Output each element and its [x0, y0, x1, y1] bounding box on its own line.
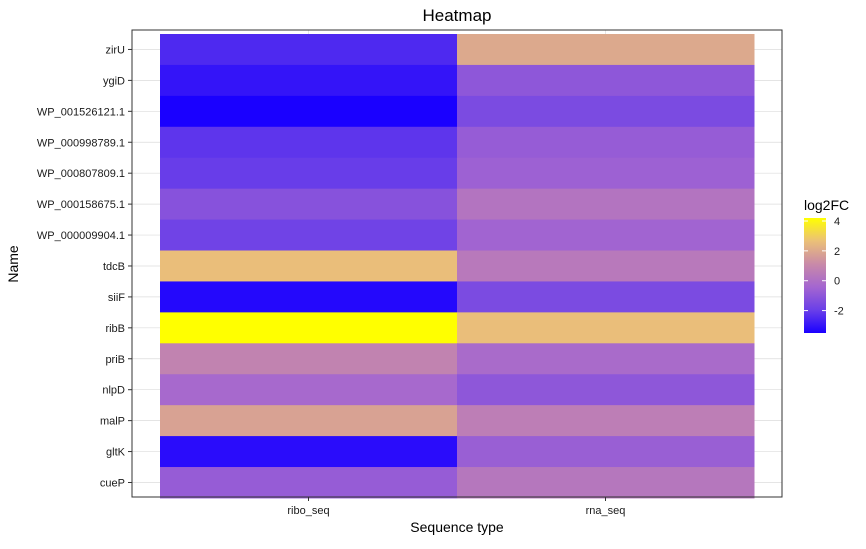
heatmap-cell [160, 250, 458, 282]
heatmap-cell [160, 281, 458, 313]
y-tick-label: WP_001526121.1 [37, 106, 125, 118]
heatmap-cell [160, 126, 458, 159]
heatmap-cell [160, 34, 458, 66]
legend-tick-label: -2 [834, 306, 844, 318]
y-tick-label: gltK [106, 447, 126, 459]
legend-colorbar [804, 218, 826, 333]
heatmap-cell [160, 374, 458, 406]
heatmap-cells [160, 34, 755, 499]
y-tick-label: WP_000998789.1 [37, 137, 125, 149]
y-tick-label: ygiD [103, 75, 125, 87]
chart-title: Heatmap [423, 6, 492, 25]
heatmap-cell [160, 312, 458, 344]
heatmap-cell [457, 250, 755, 282]
heatmap-cell [457, 188, 755, 221]
heatmap-cell [457, 343, 755, 375]
y-axis-title: Name [5, 245, 21, 283]
y-tick-label: cueP [100, 477, 125, 489]
legend-tick-label: 4 [834, 216, 840, 228]
heatmap-cell [457, 374, 755, 406]
y-tick-label: WP_000009904.1 [37, 230, 125, 242]
y-tick-label: WP_000158675.1 [37, 199, 125, 211]
heatmap-cell [457, 219, 755, 252]
y-tick-label: zirU [105, 44, 125, 56]
y-tick-label: WP_000807809.1 [37, 168, 125, 180]
heatmap-cell [160, 343, 458, 375]
x-tick-label: ribo_seq [287, 505, 329, 517]
heatmap-cell [457, 34, 755, 66]
plot-area [131, 29, 783, 499]
heatmap-cell [160, 436, 458, 468]
heatmap-cell [160, 405, 458, 437]
heatmap-cell [457, 436, 755, 468]
y-tick-label: tdcB [103, 261, 125, 273]
y-tick-label: malP [100, 416, 125, 428]
legend: log2FC 4 2 0 -2 [804, 197, 849, 333]
heatmap-cell [160, 188, 458, 221]
heatmap-cell [457, 157, 755, 190]
y-tick-label: nlpD [102, 385, 125, 397]
heatmap-cell [457, 95, 755, 128]
y-tick-label: priB [105, 354, 125, 366]
heatmap-cell [457, 126, 755, 159]
heatmap-cell [457, 64, 755, 97]
heatmap-cell [457, 281, 755, 313]
y-tick-label: siiF [108, 292, 125, 304]
heatmap-cell [457, 312, 755, 344]
heatmap-cell [457, 405, 755, 437]
legend-ticks: 4 2 0 -2 [804, 216, 844, 318]
heatmap-cell [457, 467, 755, 499]
heatmap-cell [160, 467, 458, 499]
heatmap-cell [160, 95, 458, 128]
legend-tick-label: 0 [834, 276, 840, 288]
y-axis-ticks: zirU ygiD WP_001526121.1 WP_000998789.1 WP_0… [37, 44, 132, 489]
x-tick-label: rna_seq [586, 505, 626, 517]
plot-border [131, 29, 783, 498]
x-axis-ticks: ribo_seq rna_seq [287, 497, 625, 517]
x-axis-title: Sequence type [410, 519, 504, 535]
heatmap-cell [160, 219, 458, 252]
heatmap-cell [160, 157, 458, 190]
heatmap-cell [160, 64, 458, 97]
legend-title: log2FC [804, 197, 849, 213]
y-tick-label: ribB [105, 323, 125, 335]
legend-tick-label: 2 [834, 246, 840, 258]
